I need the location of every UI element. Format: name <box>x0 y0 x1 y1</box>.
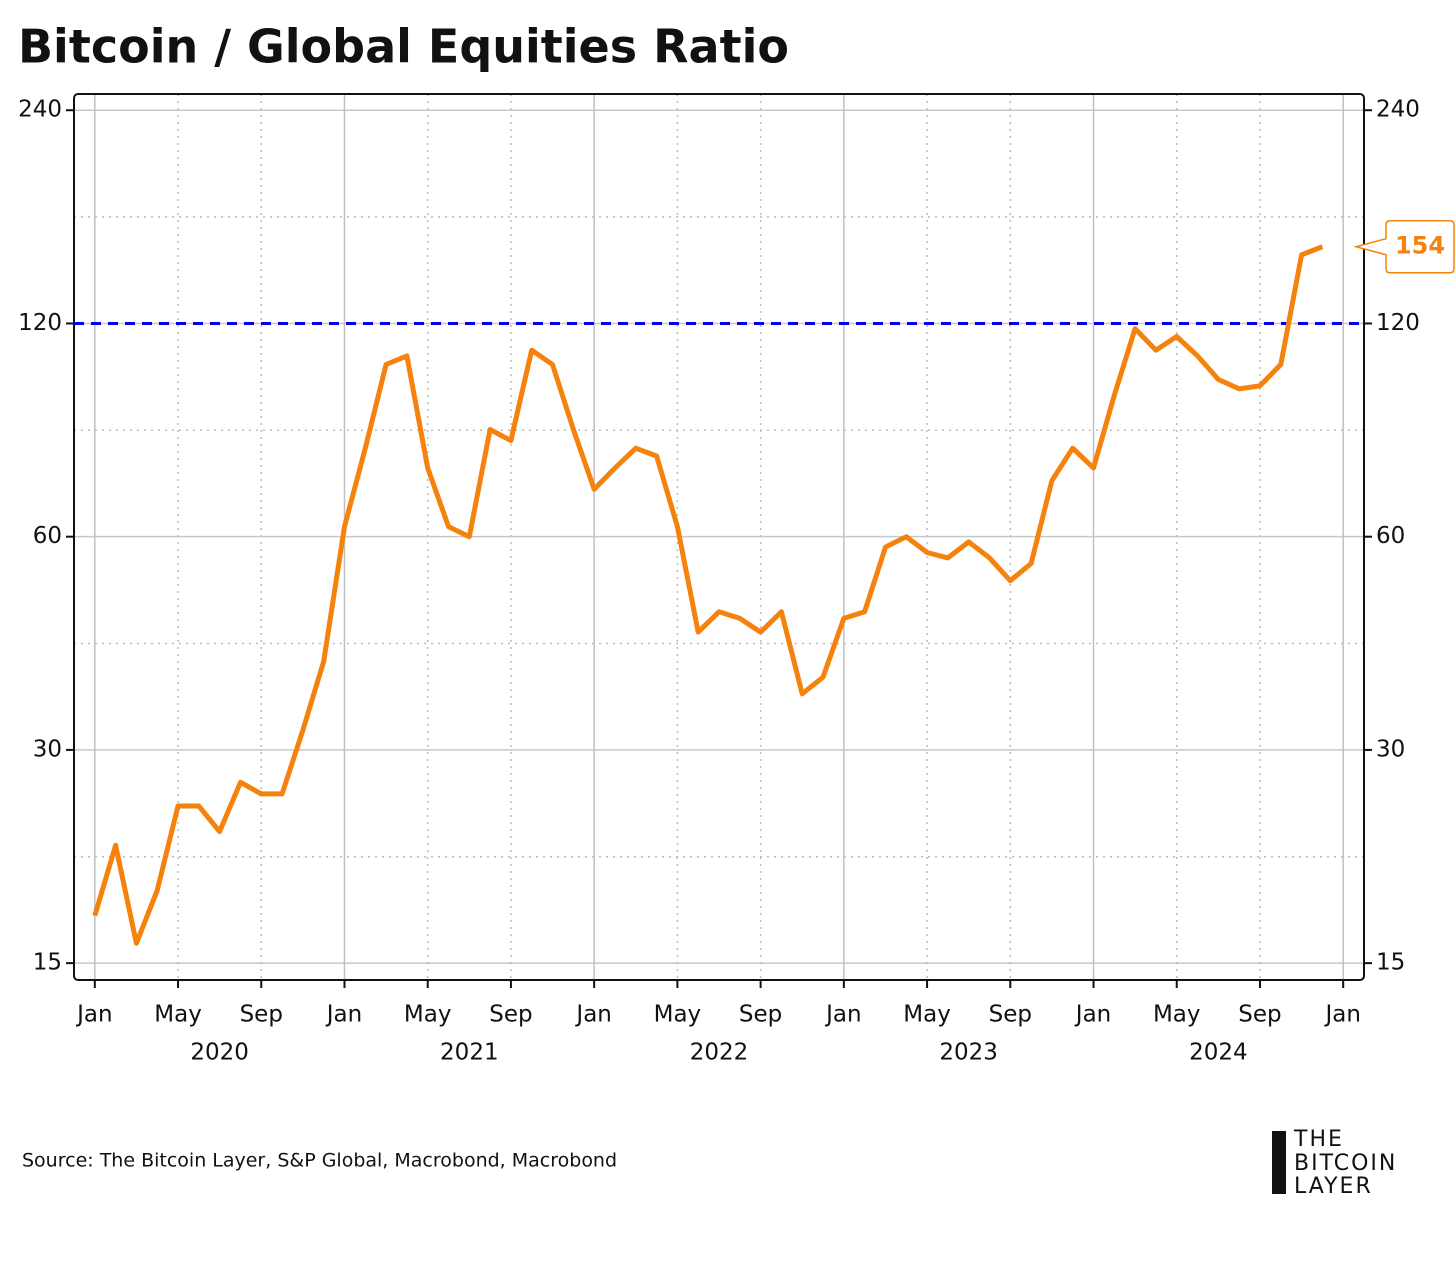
x-tick-label: May <box>1153 1002 1201 1028</box>
y2-tick-label: 15 <box>1376 950 1405 976</box>
x-tick-label: May <box>903 1002 951 1028</box>
callout-label: 154 <box>1395 232 1445 260</box>
series-line <box>92 244 1324 946</box>
y2-tick-label: 240 <box>1376 97 1420 123</box>
logo-bar <box>1272 1131 1286 1194</box>
y-tick-label: 30 <box>33 736 62 762</box>
y-tick-label: 240 <box>18 97 62 123</box>
x-tick-label: Sep <box>739 1002 782 1028</box>
x-year-label: 2023 <box>939 1040 998 1066</box>
x-tick-label: Jan <box>1074 1002 1111 1028</box>
x-tick-label: Jan <box>325 1002 362 1028</box>
x-tick-label: May <box>154 1002 202 1028</box>
logo-text: BITCOIN <box>1294 1151 1397 1176</box>
x-tick-label: May <box>404 1002 452 1028</box>
y2-tick-label: 60 <box>1376 523 1405 549</box>
x-tick-label: Sep <box>489 1002 532 1028</box>
y-tick-label: 15 <box>33 950 62 976</box>
x-year-label: 2024 <box>1189 1040 1248 1066</box>
x-tick-label: Sep <box>240 1002 283 1028</box>
y2-tick-label: 120 <box>1376 310 1420 336</box>
x-year-label: 2020 <box>190 1040 249 1066</box>
source: Source: The Bitcoin Layer, S&P Global, M… <box>22 1150 617 1172</box>
x-tick-label: Jan <box>75 1002 112 1028</box>
y-tick-label: 120 <box>18 310 62 336</box>
x-year-label: 2021 <box>440 1040 499 1066</box>
callout-box <box>1353 219 1455 274</box>
x-tick-label: Jan <box>1323 1002 1360 1028</box>
x-tick-label: Sep <box>1238 1002 1281 1028</box>
x-tick-label: Sep <box>989 1002 1032 1028</box>
chart-title: Bitcoin / Global Equities Ratio <box>18 20 789 74</box>
x-tick-label: Jan <box>824 1002 861 1028</box>
y-tick-label: 60 <box>33 523 62 549</box>
x-tick-label: Jan <box>574 1002 611 1028</box>
logo-text: LAYER <box>1294 1174 1373 1199</box>
y2-tick-label: 30 <box>1376 736 1405 762</box>
x-tick-label: May <box>654 1002 702 1028</box>
logo-text: THE <box>1293 1127 1344 1152</box>
x-year-label: 2022 <box>690 1040 749 1066</box>
